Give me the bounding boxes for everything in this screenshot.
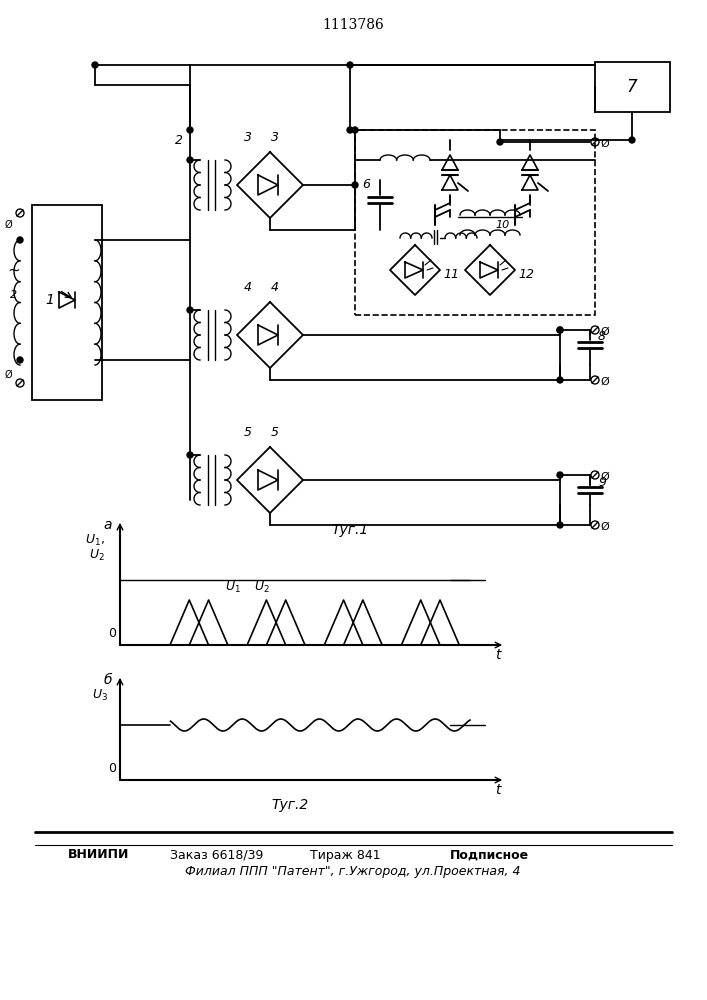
Circle shape <box>497 139 503 145</box>
Circle shape <box>352 127 358 133</box>
Text: 10: 10 <box>495 220 509 230</box>
Text: 0: 0 <box>108 762 116 775</box>
Text: 2: 2 <box>175 133 183 146</box>
Text: 5: 5 <box>271 426 279 439</box>
Text: 5: 5 <box>244 426 252 439</box>
Text: 11: 11 <box>443 268 459 282</box>
Bar <box>355 130 595 315</box>
Text: 4: 4 <box>244 281 252 294</box>
Text: Ø: Ø <box>600 327 609 337</box>
Text: Ø: Ø <box>600 472 609 482</box>
Text: Ø: Ø <box>600 377 609 387</box>
Text: Тираж 841: Тираж 841 <box>310 848 380 861</box>
Circle shape <box>187 452 193 458</box>
Text: Заказ 6618/39: Заказ 6618/39 <box>170 848 264 861</box>
Text: ~: ~ <box>8 262 21 277</box>
Text: $U_1$: $U_1$ <box>225 580 241 595</box>
Circle shape <box>352 182 358 188</box>
Circle shape <box>17 237 23 243</box>
Circle shape <box>557 522 563 528</box>
Text: 0: 0 <box>108 627 116 640</box>
Text: Τуг.1: Τуг.1 <box>332 523 368 537</box>
Text: $U_1,$: $U_1,$ <box>85 532 105 548</box>
Circle shape <box>557 327 563 333</box>
Text: Ø: Ø <box>600 139 609 149</box>
Text: 1: 1 <box>45 293 54 307</box>
Circle shape <box>92 62 98 68</box>
Circle shape <box>557 327 563 333</box>
Text: Филиал ППП "Патент", г.Ужгород, ул.Проектная, 4: Филиал ППП "Патент", г.Ужгород, ул.Проек… <box>185 865 521 879</box>
Circle shape <box>187 307 193 313</box>
Circle shape <box>187 157 193 163</box>
Text: t: t <box>495 648 501 662</box>
Text: б: б <box>104 673 112 687</box>
Text: ВНИИПИ: ВНИИПИ <box>68 848 129 861</box>
Text: Ø: Ø <box>600 522 609 532</box>
Circle shape <box>17 357 23 363</box>
Text: 3: 3 <box>271 131 279 144</box>
Circle shape <box>629 137 635 143</box>
Text: 3: 3 <box>244 131 252 144</box>
Text: 12: 12 <box>518 268 534 282</box>
Text: 2: 2 <box>11 290 18 300</box>
Text: 4: 4 <box>271 281 279 294</box>
Text: Τуг.2: Τуг.2 <box>271 798 309 812</box>
Text: a: a <box>104 518 112 532</box>
Circle shape <box>557 377 563 383</box>
Circle shape <box>347 127 353 133</box>
Text: $U_2$: $U_2$ <box>89 547 105 563</box>
Circle shape <box>557 472 563 478</box>
Text: 6: 6 <box>362 178 370 192</box>
Bar <box>32 205 102 400</box>
Text: 8: 8 <box>598 330 606 344</box>
Text: 9: 9 <box>598 476 606 488</box>
Circle shape <box>187 127 193 133</box>
Text: 7: 7 <box>626 78 637 96</box>
Text: 1113786: 1113786 <box>322 18 384 32</box>
Text: Ø: Ø <box>4 370 12 380</box>
Circle shape <box>347 62 353 68</box>
Text: t: t <box>495 783 501 797</box>
Text: Подписное: Подписное <box>450 848 529 861</box>
Text: Ø: Ø <box>4 220 12 230</box>
Bar <box>595 62 670 112</box>
Text: $U_3$: $U_3$ <box>92 687 108 703</box>
Text: $U_2$: $U_2$ <box>255 580 270 595</box>
